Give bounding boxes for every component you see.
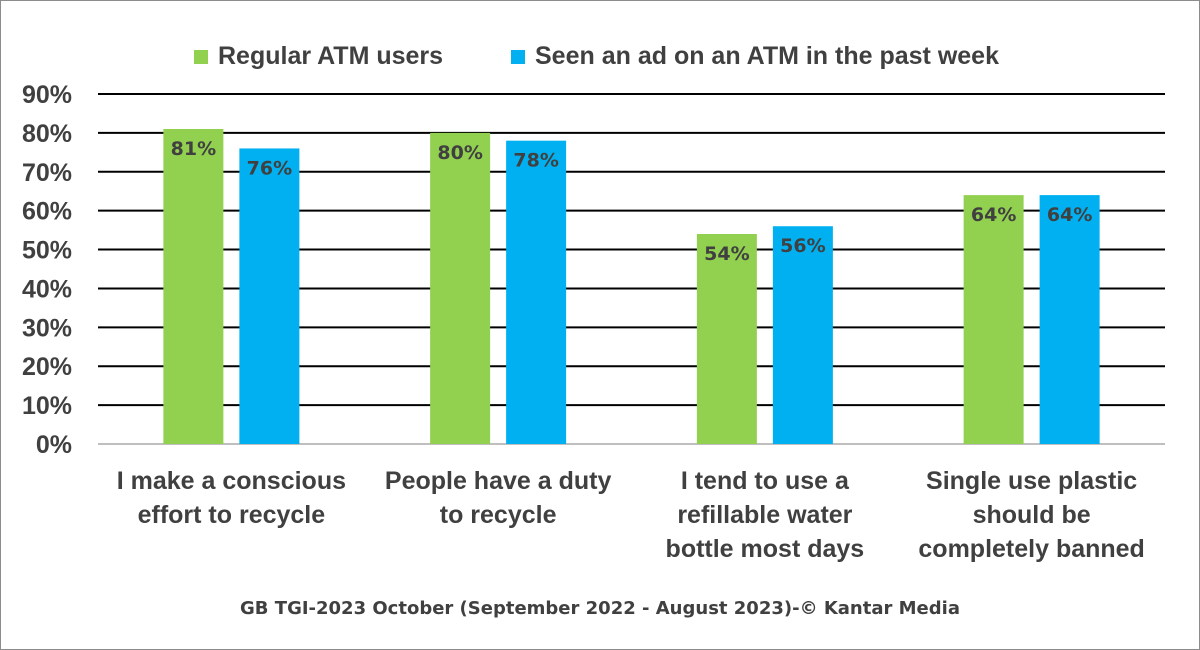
data-label: 80% [437, 142, 482, 164]
category-label: I make a conscious [117, 467, 346, 495]
category-label: bottle most days [666, 535, 865, 563]
legend-item-regular-atm-users: Regular ATM users [194, 42, 443, 71]
y-tick-label: 20% [22, 353, 72, 381]
y-tick-label: 10% [22, 392, 72, 420]
y-tick-label: 0% [36, 431, 72, 459]
data-label: 56% [780, 235, 825, 257]
data-label: 76% [247, 157, 292, 179]
y-tick-label: 30% [22, 314, 72, 342]
legend-swatch-regular-atm-users [194, 49, 208, 64]
chart-legend: Regular ATM users Seen an ad on an ATM i… [0, 42, 1200, 72]
bar [772, 226, 833, 444]
category-label: effort to recycle [138, 501, 326, 529]
data-label: 54% [704, 243, 749, 265]
data-label: 64% [1047, 204, 1092, 226]
category-label: Single use plastic [926, 467, 1137, 495]
category-label: I tend to use a [681, 467, 850, 495]
category-label: should be [973, 501, 1091, 529]
bar [163, 129, 224, 444]
bar [239, 148, 300, 444]
y-tick-label: 50% [22, 237, 72, 265]
y-tick-label: 40% [22, 275, 72, 303]
data-label: 81% [171, 138, 216, 160]
category-label: People have a duty [385, 467, 612, 495]
category-label: completely banned [918, 535, 1144, 563]
y-tick-label: 80% [22, 120, 72, 148]
data-label: 78% [513, 150, 558, 172]
bar [696, 234, 757, 444]
source-note: GB TGI-2023 October (September 2022 - Au… [240, 598, 960, 619]
bar [430, 132, 491, 444]
category-label: refillable water [677, 501, 852, 529]
bar [1039, 195, 1100, 444]
y-tick-label: 60% [22, 198, 72, 226]
category-label: to recycle [440, 501, 557, 529]
legend-label-regular-atm-users: Regular ATM users [218, 42, 444, 70]
legend-item-seen-ad-on-atm: Seen an ad on an ATM in the past week [511, 42, 999, 71]
legend-label-seen-ad-on-atm: Seen an ad on an ATM in the past week [535, 42, 999, 70]
legend-swatch-seen-ad-on-atm [511, 49, 525, 64]
y-tick-label: 90% [22, 81, 72, 109]
y-tick-label: 70% [22, 159, 72, 187]
data-label: 64% [971, 204, 1016, 226]
bar [506, 140, 567, 444]
bar [963, 195, 1024, 444]
